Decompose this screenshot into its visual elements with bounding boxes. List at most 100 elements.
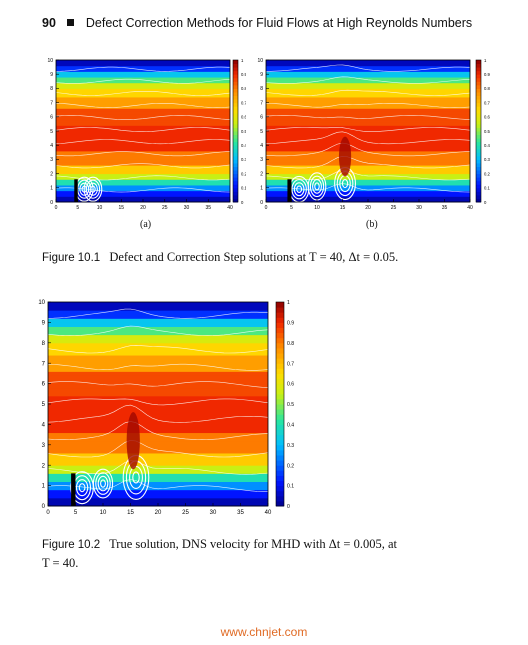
x-tick-label: 35: [442, 205, 448, 211]
colorbar-segment: [233, 99, 238, 104]
contour-band: [56, 94, 230, 98]
x-tick-label: 0: [55, 205, 58, 211]
colorbar-segment: [233, 116, 238, 121]
plume-core: [338, 136, 352, 177]
y-tick-label: 10: [257, 58, 263, 64]
colorbar-segment: [276, 337, 284, 344]
x-tick-label: 0: [46, 510, 50, 516]
colorbar-segment: [276, 434, 284, 441]
contour-band: [56, 74, 230, 78]
y-tick-label: 3: [260, 157, 263, 163]
colorbar-segment: [276, 429, 284, 436]
y-tick-label: 7: [260, 100, 263, 106]
contour-band: [48, 404, 268, 409]
contour-band: [48, 440, 268, 446]
colorbar-segment: [276, 393, 284, 400]
colorbar-segment: [476, 74, 481, 79]
contour-band: [266, 105, 470, 109]
colorbar-segment: [276, 444, 284, 451]
contour-band: [56, 136, 230, 141]
streamline: [47, 345, 269, 354]
streamline: [265, 131, 471, 145]
y-tick-label: 2: [260, 171, 263, 177]
contour-band: [56, 79, 230, 84]
streamline: [265, 103, 471, 108]
colorbar-tick-label: 0.6: [287, 382, 294, 388]
colorbar-segment: [276, 439, 284, 446]
contour-band: [266, 85, 470, 89]
colorbar-segment: [276, 398, 284, 405]
contour-band: [56, 170, 230, 175]
contour-band: [48, 461, 268, 466]
contour-band: [266, 68, 470, 72]
colorbar-tick-label: 0.7: [484, 100, 491, 105]
vortex-contour: [291, 179, 307, 200]
contour-field: [265, 60, 471, 203]
colorbar-segment: [233, 166, 238, 171]
contour-band: [266, 113, 470, 118]
x-tick-label: 15: [127, 510, 134, 516]
colorbar-segment: [276, 327, 284, 334]
contour-band: [266, 159, 470, 163]
contour-band: [266, 136, 470, 141]
obstacle-block: [74, 179, 78, 202]
colorbar-tick-label: 0.8: [484, 86, 491, 91]
colorbar-frame: [275, 301, 285, 507]
colorbar-segment: [233, 134, 238, 139]
contour-band: [266, 125, 470, 129]
colorbar-segment: [476, 184, 481, 189]
colorbar-tick-label: 1: [241, 58, 244, 63]
contour-band: [266, 60, 470, 64]
contour-band: [48, 444, 268, 450]
figure-10-1-label: Figure 10.1: [42, 252, 101, 264]
colorbar-segment: [276, 475, 284, 481]
colorbar-tick-label: 0.9: [287, 321, 294, 327]
colorbar-segment: [476, 134, 481, 139]
colorbar-segment: [233, 70, 238, 75]
contour-band: [266, 99, 470, 104]
colorbar-segment: [233, 113, 238, 118]
contour-band: [266, 182, 470, 186]
x-tick-label: 15: [118, 205, 124, 211]
colorbar-segment: [476, 60, 481, 65]
streamline: [55, 139, 231, 145]
colorbar-segment: [233, 60, 238, 65]
contour-band: [266, 62, 470, 67]
colorbar-segment: [476, 145, 481, 150]
contour-band: [266, 179, 470, 183]
contour-band: [56, 153, 230, 158]
streamline: [47, 325, 269, 337]
colorbar-segment: [276, 312, 284, 318]
y-tick-label: 0: [42, 504, 46, 510]
y-tick-label: 1: [42, 484, 46, 490]
streamline: [47, 460, 269, 475]
contour-band: [56, 148, 230, 152]
streamline: [265, 170, 471, 181]
vortex-contour: [97, 475, 109, 492]
contour-band: [56, 65, 230, 70]
colorbar-segment: [476, 127, 481, 132]
contour-band: [266, 196, 470, 200]
contour-band: [56, 159, 230, 163]
colorbar-tick-label: 0.8: [241, 86, 246, 91]
contour-band: [48, 330, 268, 336]
colorbar-tick-label: 0.6: [241, 115, 246, 120]
colorbar-tick-label: 0.6: [484, 115, 491, 120]
contour-band: [48, 489, 268, 495]
y-tick-label: 2: [42, 463, 46, 469]
colorbar-segment: [476, 166, 481, 171]
colorbar-segment: [476, 141, 481, 146]
colorbar-segment: [276, 480, 284, 487]
vortex-contour: [95, 472, 111, 495]
contour-band: [56, 184, 230, 189]
colorbar-segment: [476, 173, 481, 178]
contour-band: [48, 338, 268, 344]
contour-band: [56, 96, 230, 101]
colorbar-segment: [276, 419, 284, 425]
colorbar-segment: [476, 106, 481, 111]
contour-band: [56, 77, 230, 81]
contour-band: [48, 477, 268, 483]
colorbar-segment: [276, 470, 284, 476]
vortex-contour: [314, 182, 320, 191]
streamline: [55, 103, 231, 108]
